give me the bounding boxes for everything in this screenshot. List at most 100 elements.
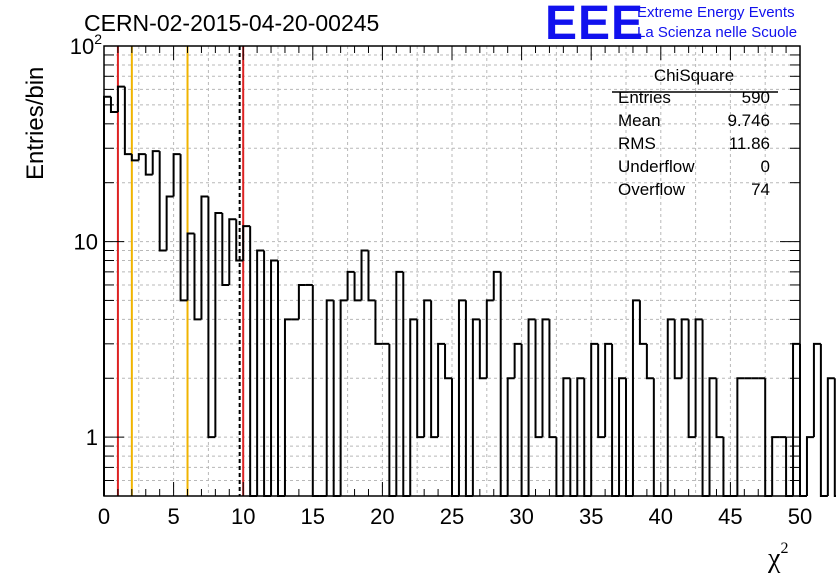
x-tick-label: 40 bbox=[649, 504, 673, 529]
stats-label: Underflow bbox=[618, 157, 695, 176]
histogram-bin bbox=[597, 343, 606, 439]
histogram-bin bbox=[492, 270, 501, 301]
histogram-bin bbox=[103, 95, 111, 496]
y-tick-label: 1 bbox=[86, 425, 98, 450]
histogram-bin bbox=[430, 300, 439, 439]
x-axis-label-symbol: χ bbox=[768, 543, 781, 574]
stats-row-rms: RMS 11.86 bbox=[610, 132, 778, 155]
histogram-bin bbox=[687, 319, 696, 439]
x-tick-label: 50 bbox=[788, 504, 812, 529]
histogram-bin bbox=[200, 195, 209, 320]
y-tick-label: 10 bbox=[74, 230, 98, 255]
x-tick-label: 0 bbox=[98, 504, 110, 529]
x-tick-label: 35 bbox=[579, 504, 603, 529]
histogram-bin bbox=[604, 342, 613, 438]
x-tick-label: 20 bbox=[370, 504, 394, 529]
histogram-bin bbox=[179, 154, 188, 302]
chart-title: CERN-02-2015-04-20-00245 bbox=[84, 10, 380, 36]
histogram-bin bbox=[631, 299, 640, 496]
stats-row-entries: Entries 590 bbox=[610, 86, 778, 109]
histogram-bin bbox=[478, 319, 487, 380]
histogram-bin bbox=[130, 154, 139, 162]
histogram-bin bbox=[263, 250, 272, 497]
x-tick-label: 25 bbox=[440, 504, 464, 529]
histogram-bin bbox=[325, 299, 334, 496]
histogram-bin bbox=[444, 343, 452, 380]
histogram-bin bbox=[666, 318, 675, 496]
histogram-bin bbox=[701, 319, 710, 497]
x-tick-label: 15 bbox=[301, 504, 325, 529]
histogram-bin bbox=[346, 270, 355, 301]
histogram-bin bbox=[527, 318, 536, 496]
histogram-bin bbox=[792, 342, 800, 496]
stats-box: ChiSquare Entries 590 Mean 9.746 RMS 11.… bbox=[610, 66, 778, 201]
histogram-bin bbox=[158, 151, 167, 252]
histogram-bin bbox=[485, 299, 494, 379]
y-tick-label-exponent: 2 bbox=[94, 31, 102, 47]
histogram-bin bbox=[311, 284, 320, 497]
histogram-bin bbox=[638, 300, 647, 345]
histogram-bin bbox=[416, 319, 425, 439]
histogram-bin bbox=[409, 318, 418, 496]
histogram-bin bbox=[172, 153, 181, 197]
histogram-bin bbox=[402, 271, 411, 497]
logo-line-1: Extreme Energy Events bbox=[637, 4, 795, 21]
histogram-bin bbox=[109, 96, 118, 113]
stats-label: Overflow bbox=[618, 180, 686, 199]
histogram-bin bbox=[193, 233, 202, 321]
x-axis-label-exponent: 2 bbox=[780, 540, 789, 557]
histogram-bin bbox=[116, 85, 125, 112]
x-tick-label: 45 bbox=[718, 504, 742, 529]
histogram-bin bbox=[249, 226, 258, 497]
histogram-bin bbox=[611, 343, 620, 497]
histogram-bin bbox=[812, 342, 821, 438]
histogram-bin bbox=[618, 377, 626, 496]
x-tick-label: 30 bbox=[509, 504, 533, 529]
stats-value: 9.746 bbox=[727, 111, 770, 130]
stats-label: Entries bbox=[618, 88, 671, 107]
histogram-bin bbox=[541, 318, 550, 438]
stats-label: RMS bbox=[618, 134, 656, 153]
histogram-bin bbox=[207, 196, 216, 439]
stats-row-overflow: Overflow 74 bbox=[610, 178, 778, 201]
histogram-bin bbox=[374, 300, 383, 345]
histogram-bin bbox=[339, 299, 348, 496]
histogram-bin bbox=[506, 377, 515, 496]
stats-value: 11.86 bbox=[728, 134, 770, 153]
histogram-bin bbox=[736, 377, 745, 496]
histogram-bin bbox=[548, 319, 557, 439]
histogram-bin bbox=[256, 249, 265, 496]
stats-label: Mean bbox=[618, 111, 661, 130]
stats-row-underflow: Underflow 0 bbox=[610, 155, 778, 178]
histogram-bin bbox=[826, 377, 835, 496]
histogram-bin bbox=[534, 319, 543, 439]
histogram-bin bbox=[437, 342, 446, 438]
y-axis-label: Entries/bin bbox=[22, 66, 49, 180]
histogram-bin bbox=[471, 318, 480, 496]
x-tick-label: 10 bbox=[231, 504, 255, 529]
histogram-bin bbox=[137, 153, 146, 161]
histogram-bin bbox=[771, 436, 780, 496]
histogram-bin bbox=[673, 319, 682, 380]
histogram-bin bbox=[144, 154, 153, 176]
histogram-bin bbox=[221, 212, 230, 286]
histogram-bin bbox=[283, 318, 292, 496]
histogram-bin bbox=[360, 249, 369, 301]
histogram-bin bbox=[590, 342, 599, 496]
stats-value: 590 bbox=[741, 88, 770, 107]
histogram-bin bbox=[367, 250, 376, 302]
stats-value: 0 bbox=[760, 157, 770, 176]
histogram-bin bbox=[165, 195, 174, 251]
histogram-bin bbox=[694, 318, 703, 438]
histogram-bin bbox=[423, 299, 432, 438]
histogram-bin bbox=[819, 343, 828, 497]
histogram-bin bbox=[715, 378, 724, 439]
stats-row-mean: Mean 9.746 bbox=[610, 109, 778, 132]
histogram-bin bbox=[242, 225, 251, 261]
histogram-bin bbox=[805, 436, 814, 496]
histogram-bin bbox=[833, 378, 836, 497]
histogram-bin bbox=[228, 218, 237, 285]
histogram-bin bbox=[297, 283, 306, 320]
logo-line-2: La Scienza nelle Scuole bbox=[637, 24, 798, 41]
